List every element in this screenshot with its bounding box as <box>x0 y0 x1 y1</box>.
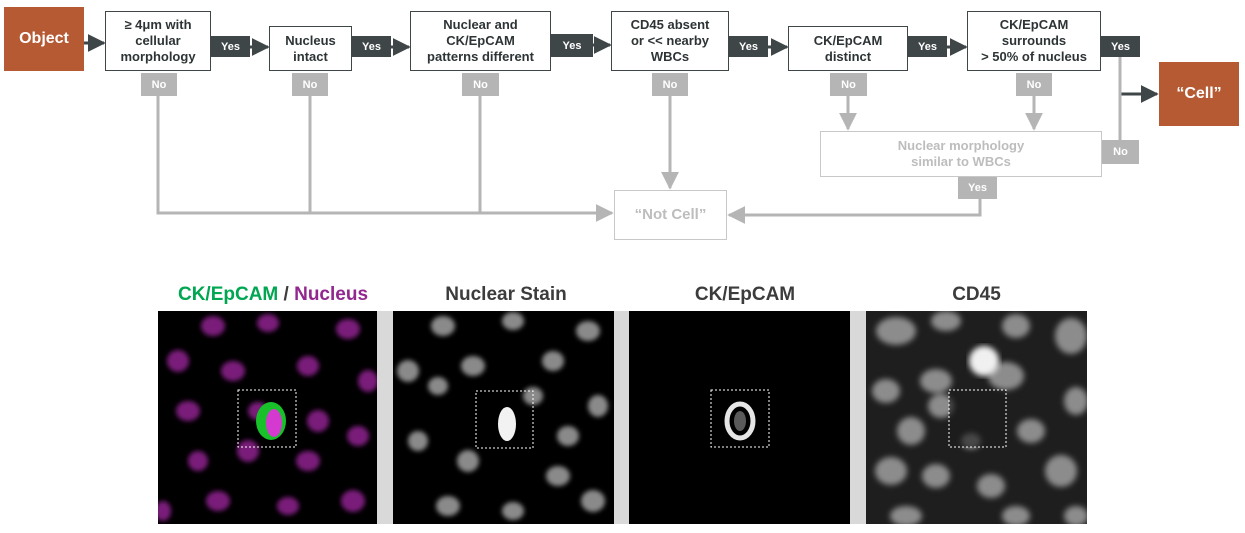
yes-label-nucleus: Yes <box>352 36 391 57</box>
yes-label-wbc-morphology: Yes <box>958 177 997 199</box>
image-nuclear-stain <box>393 311 614 524</box>
image-ck-epcam <box>629 311 850 524</box>
panel-title-merged: CK/EpCAM / Nucleus <box>158 284 388 308</box>
outcome-cell-box: “Cell” <box>1159 62 1239 126</box>
cd45-image <box>866 311 1087 524</box>
yes-label-cd45: Yes <box>729 36 768 57</box>
outcome-not-cell-box: “Not Cell” <box>614 190 727 240</box>
yes-label-size: Yes <box>211 36 250 57</box>
image-cd45 <box>866 311 1087 524</box>
panel-title-nuclear-stain: Nuclear Stain <box>445 284 567 305</box>
panel-title-cd45: CD45 <box>952 284 1001 305</box>
panel-title-ck-part: CK/EpCAM <box>177 284 279 305</box>
decision-size-box: ≥ 4μm with cellular morphology <box>105 11 211 71</box>
panel-title-separator: / <box>278 284 295 305</box>
yes-label-surrounds: Yes <box>1101 36 1140 57</box>
no-label-surrounds: No <box>1016 73 1052 96</box>
no-label-nucleus: No <box>292 73 328 96</box>
decision-surrounds-box: CK/EpCAM surrounds > 50% of nucleus <box>967 11 1101 71</box>
no-label-wbc-morphology: No <box>1102 140 1139 164</box>
nuclear-stain-image <box>397 312 608 520</box>
yes-label-patterns: Yes <box>551 34 593 57</box>
decision-nucleus-box: Nucleus intact <box>269 26 352 71</box>
start-object-box: Object <box>4 7 84 71</box>
yes-label-distinct: Yes <box>908 36 947 57</box>
ck-epcam-image <box>710 389 770 448</box>
decision-patterns-box: Nuclear and CK/EpCAM patterns different <box>410 11 551 71</box>
decision-distinct-box: CK/EpCAM distinct <box>788 26 908 71</box>
no-label-patterns: No <box>462 73 499 96</box>
panel-title-nucleus-part: Nucleus <box>294 284 369 305</box>
decision-wbc-morphology-box: Nuclear morphology similar to WBCs <box>820 131 1102 177</box>
no-label-distinct: No <box>830 73 867 96</box>
panel-title-ck-epcam: CK/EpCAM <box>694 284 796 305</box>
image-merged-ck-nucleus <box>158 311 377 524</box>
merged-fluorescence-image <box>158 314 377 521</box>
no-label-size: No <box>141 73 177 96</box>
decision-cd45-box: CD45 absent or << nearby WBCs <box>611 11 729 71</box>
no-label-cd45: No <box>652 73 688 96</box>
